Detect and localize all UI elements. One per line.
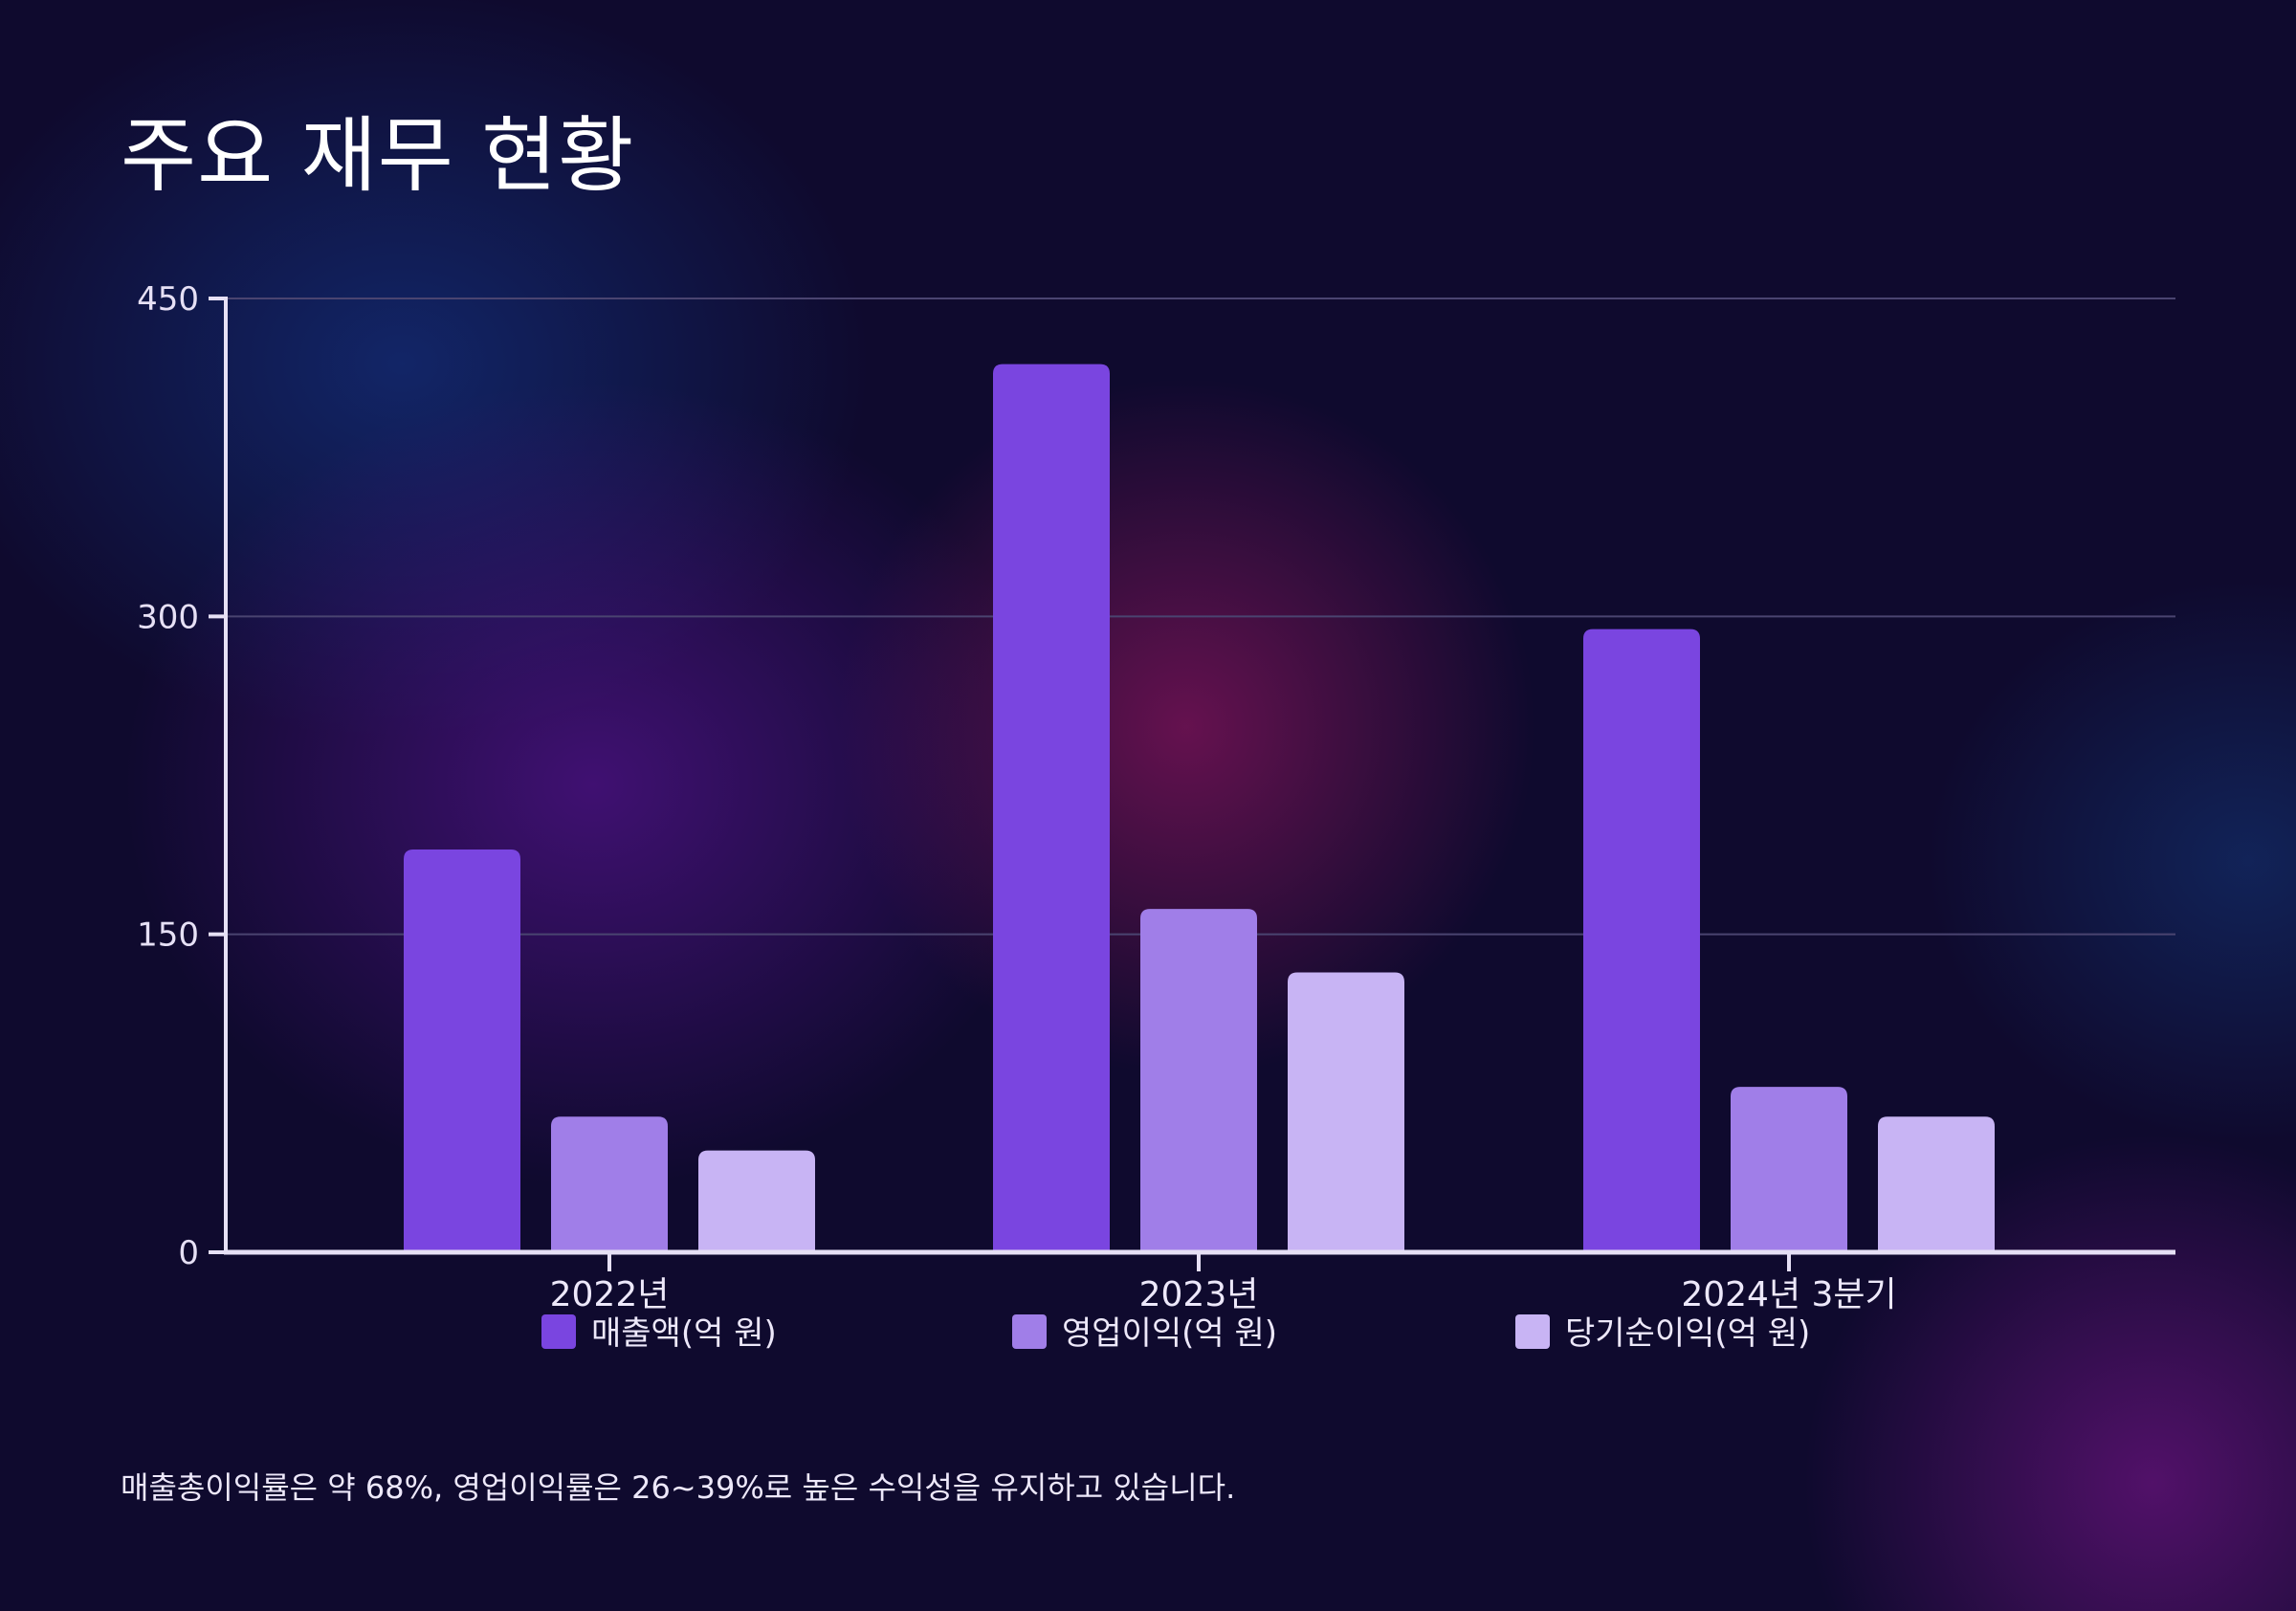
x-tick-label: 2022년 [550, 1275, 670, 1314]
footnote: 매출총이익률은 약 68%, 영업이익률은 26~39%로 높은 수익성을 유지… [121, 1469, 1236, 1506]
page-title: 주요 재무 현황 [121, 108, 635, 204]
legend-label: 당기순이익(억 원) [1565, 1314, 1810, 1353]
legend: 매출액(억 원) 영업이익(억 원) 당기순이익(억 원) [541, 1314, 1810, 1353]
bar [1878, 1116, 1995, 1252]
axes [209, 297, 2175, 1271]
bars [404, 364, 1995, 1252]
y-tick-label: 150 [137, 916, 199, 955]
legend-swatch [1012, 1314, 1047, 1349]
bar [1731, 1087, 1847, 1252]
bar [1140, 909, 1257, 1252]
x-tick-labels: 2022년 2023년 2024년 3분기 [550, 1275, 1897, 1314]
y-tick-label: 0 [178, 1234, 199, 1272]
x-tick-label: 2023년 [1139, 1275, 1259, 1314]
legend-label: 매출액(억 원) [591, 1314, 777, 1353]
bar [404, 850, 520, 1252]
bar [1583, 629, 1700, 1252]
legend-swatch [541, 1314, 576, 1349]
bar [698, 1150, 815, 1252]
x-tick-label: 2024년 3분기 [1681, 1275, 1896, 1314]
bar [551, 1116, 668, 1252]
y-tick-label: 450 [137, 280, 199, 319]
bar [1288, 972, 1404, 1252]
y-tick-labels: 0 150 300 450 [137, 280, 199, 1272]
legend-label: 영업이익(억 원) [1062, 1314, 1277, 1353]
grid-lines [226, 298, 2175, 936]
bar [993, 364, 1110, 1252]
legend-swatch [1515, 1314, 1550, 1349]
y-tick-label: 300 [137, 598, 199, 636]
